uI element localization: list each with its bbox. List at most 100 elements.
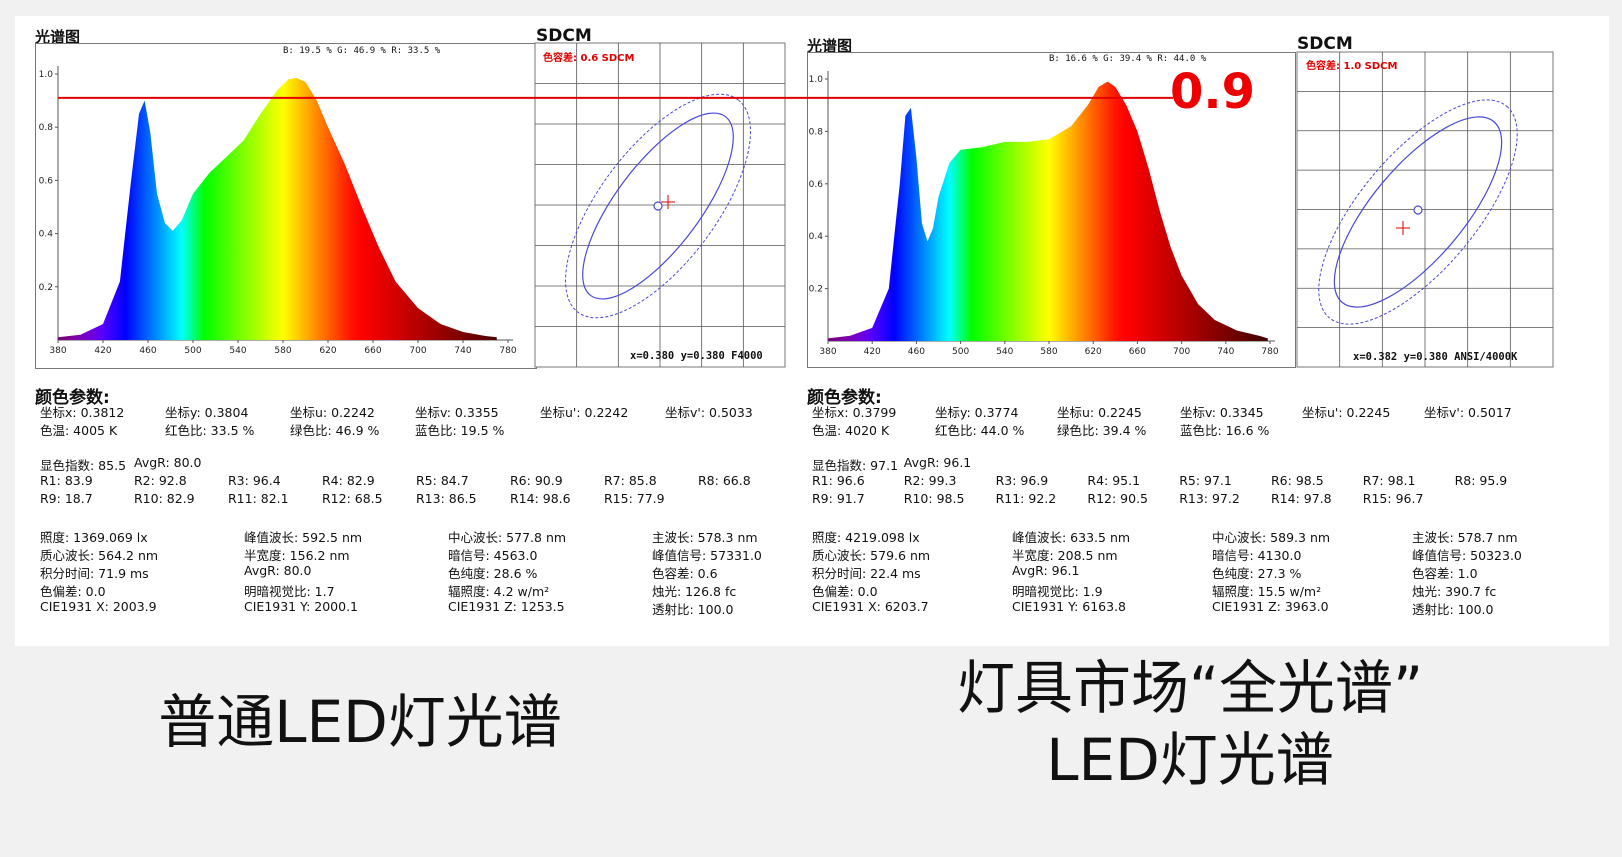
spectrum-title: 光谱图: [35, 28, 81, 46]
photometric-value: 峰值波长: 633.5 nm: [1012, 530, 1131, 545]
reference-line-layer: [58, 96, 1173, 99]
photometric-value: CIE1931 Z: 1253.5: [448, 599, 565, 614]
cri-r-value: R1: 83.9: [40, 473, 93, 488]
x-tick-label: 380: [49, 346, 66, 356]
x-tick-label: 780: [499, 346, 516, 356]
photometric-value: 主波长: 578.7 nm: [1412, 530, 1518, 545]
photometric-value: 色容差: 1.0: [1412, 566, 1478, 581]
cri-index: 显色指数: 97.1: [812, 458, 899, 473]
photometric-value: CIE1931 Z: 3963.0: [1212, 599, 1329, 614]
photometric-value: 照度: 4219.098 lx: [812, 530, 920, 545]
param-v-prime: 坐标v': 0.5033: [665, 405, 753, 420]
caption-full-spectrum-line1: 灯具市场“全光谱”: [956, 654, 1424, 722]
cri-r-value: R14: 97.8: [1271, 491, 1332, 506]
photometric-value: 暗信号: 4563.0: [448, 548, 538, 563]
param-cct: 色温: 4005 K: [40, 423, 118, 438]
x-tick-label: 580: [1040, 347, 1057, 357]
param-u: 坐标u: 0.2245: [1057, 405, 1142, 420]
param-y: 坐标y: 0.3774: [935, 405, 1019, 420]
cri-r-value: R3: 96.4: [228, 473, 281, 488]
x-tick-label: 500: [184, 346, 201, 356]
cri-r-value: R12: 68.5: [322, 491, 383, 506]
photometric-value: 峰值信号: 50323.0: [1412, 548, 1522, 563]
photometric-value: 明暗视觉比: 1.9: [1012, 584, 1103, 599]
cri-r-value: R15: 96.7: [1362, 491, 1424, 506]
y-tick-label: 0.2: [809, 285, 823, 295]
y-tick-label: 1.0: [809, 75, 824, 85]
x-tick-label: 660: [1129, 347, 1146, 357]
x-tick-label: 540: [229, 346, 246, 356]
x-tick-label: 420: [94, 346, 111, 356]
cri-r-value: R9: 18.7: [40, 491, 93, 506]
cri-r-value: R6: 90.9: [510, 473, 563, 488]
y-tick-label: 0.8: [39, 123, 54, 133]
sdcm-target-marker: [653, 201, 663, 211]
param-u: 坐标u: 0.2242: [290, 405, 375, 420]
param-y: 坐标y: 0.3804: [165, 405, 249, 420]
photometric-value: 色偏差: 0.0: [812, 584, 878, 599]
x-tick-label: 660: [364, 346, 381, 356]
y-tick-label: 1.0: [39, 70, 54, 80]
cri-r-value: R5: 97.1: [1179, 473, 1232, 488]
sdcm-inner-ellipse: [582, 112, 734, 300]
cri-r-value: R13: 97.2: [1179, 491, 1240, 506]
y-tick-label: 0.6: [39, 176, 54, 186]
x-tick-label: 740: [454, 346, 471, 356]
y-tick-label: 0.2: [39, 283, 53, 293]
x-tick-label: 380: [819, 347, 836, 357]
photometric-value: CIE1931 X: 6203.7: [812, 599, 929, 614]
caption-full-spectrum-line2: LED灯光谱: [1046, 726, 1334, 794]
sdcm-inner-ellipse: [1333, 116, 1503, 308]
spectrum-title: 光谱图: [807, 37, 853, 55]
color-params-title: 颜色参数:: [807, 388, 882, 408]
cri-r-value: R4: 82.9: [322, 473, 375, 488]
cri-r-value: R7: 98.1: [1362, 473, 1416, 488]
x-tick-label: 580: [274, 346, 291, 356]
photometric-value: CIE1931 Y: 2000.1: [244, 599, 358, 614]
cri-r-value: R9: 91.7: [812, 491, 865, 506]
param-blue-ratio: 蓝色比: 16.6 %: [1180, 423, 1270, 438]
photometric-value: 半宽度: 208.5 nm: [1012, 548, 1118, 563]
y-tick-label: 0.4: [39, 230, 54, 240]
param-blue-ratio: 蓝色比: 19.5 %: [415, 423, 505, 438]
param-red-ratio: 红色比: 33.5 %: [165, 423, 255, 438]
cri-r-value: R11: 82.1: [228, 491, 289, 506]
cri-r-value: R5: 84.7: [416, 473, 469, 488]
cri-r-value: R1: 96.6: [812, 473, 865, 488]
photometric-value: 质心波长: 579.6 nm: [812, 548, 931, 563]
param-x: 坐标x: 0.3812: [40, 405, 125, 420]
photometric-value: AvgR: 80.0: [244, 563, 312, 578]
cri-r-value: R14: 98.6: [510, 491, 571, 506]
photometric-value: 照度: 1369.069 lx: [40, 530, 148, 545]
cri-r-value: R6: 98.5: [1271, 473, 1324, 488]
sdcm-target-marker: [1413, 205, 1423, 215]
x-tick-label: 620: [1085, 347, 1102, 357]
photometric-value: AvgR: 96.1: [1012, 563, 1080, 578]
sdcm-coordinates: x=0.382 y=0.380 ANSI/4000K: [1353, 351, 1518, 363]
photometric-value: CIE1931 Y: 6163.8: [1012, 599, 1126, 614]
photometric-value: 主波长: 578.3 nm: [652, 530, 758, 545]
photometric-value: 色偏差: 0.0: [40, 584, 106, 599]
cri-r-value: R4: 95.1: [1087, 473, 1141, 488]
spectrum-area: [58, 78, 497, 340]
cri-r-value: R8: 66.8: [698, 473, 751, 488]
spectrum-chart: 380 420 460 500 540 580 620 660 700 740 780 0.2 0.4 0…: [39, 66, 517, 356]
spectrum-area: [828, 81, 1268, 341]
photometric-value: 积分时间: 71.9 ms: [40, 566, 149, 581]
x-tick-label: 700: [1173, 347, 1190, 357]
x-tick-label: 780: [1261, 347, 1278, 357]
cri-r-value: R7: 85.8: [604, 473, 657, 488]
avg-r: AvgR: 80.0: [134, 455, 202, 470]
photometric-value: 色纯度: 27.3 %: [1212, 566, 1302, 581]
photometric-value: 透射比: 100.0: [652, 602, 734, 617]
param-green-ratio: 绿色比: 46.9 %: [290, 423, 380, 438]
sdcm-title: SDCM: [1297, 34, 1353, 54]
cri-r-value: R12: 90.5: [1087, 491, 1148, 506]
photometric-value: 烛光: 390.7 fc: [1412, 584, 1497, 599]
param-red-ratio: 红色比: 44.0 %: [935, 423, 1025, 438]
cri-r-value: R10: 82.9: [134, 491, 195, 506]
y-tick-label: 0.6: [809, 180, 824, 190]
sdcm-tolerance-label: 色容差: 1.0 SDCM: [1306, 61, 1398, 72]
rgb-ratio: B: 16.6 % G: 39.4 % R: 44.0 %: [1049, 54, 1207, 64]
x-tick-label: 740: [1217, 347, 1234, 357]
